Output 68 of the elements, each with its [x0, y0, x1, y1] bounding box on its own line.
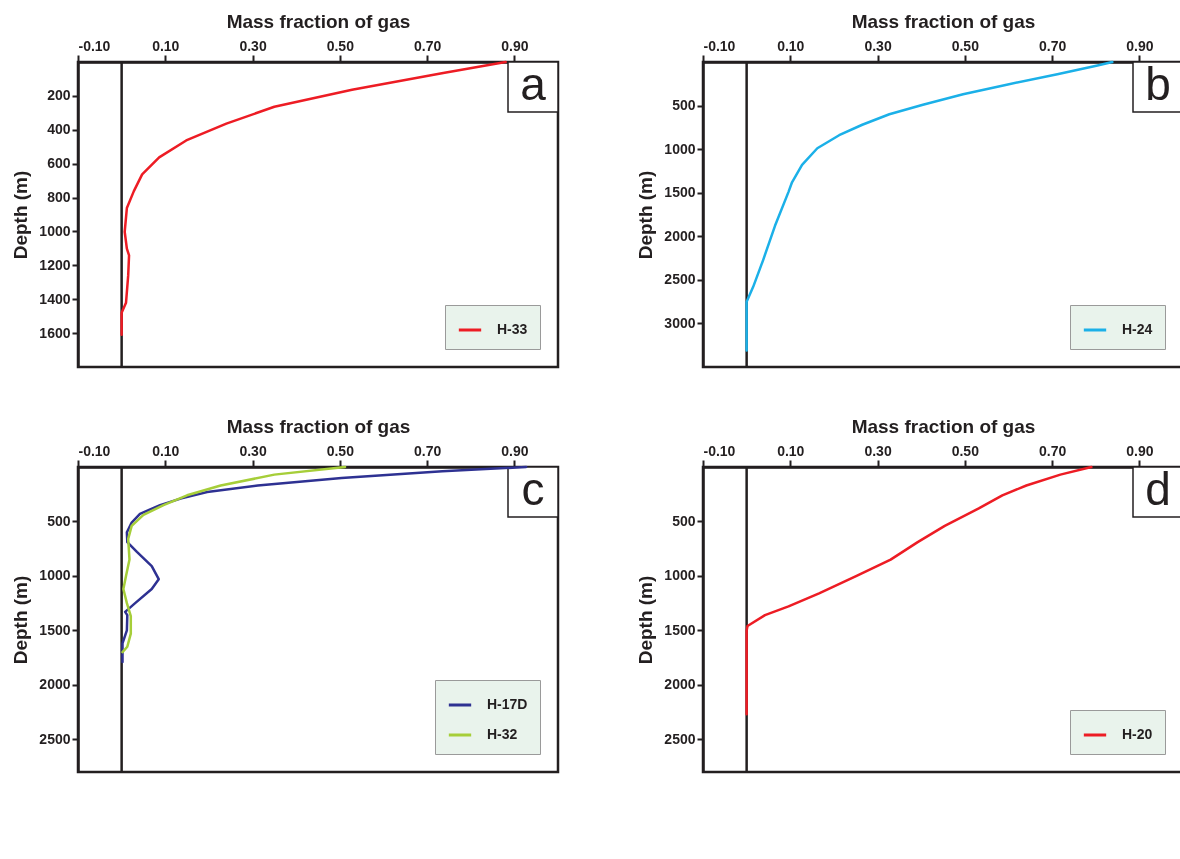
x-tick-label: -0.10 [703, 442, 736, 459]
y-axis-title: Depth (m) [635, 575, 657, 665]
x-tick-label: 0.30 [239, 442, 267, 459]
y-tick-label: 400 [47, 121, 71, 138]
y-tick-label: 2000 [39, 676, 71, 693]
y-tick-label: 1500 [664, 621, 696, 638]
x-axis-title: Mass fraction of gas [851, 10, 1036, 32]
annotation: c [521, 463, 545, 515]
x-tick-label: 0.90 [501, 37, 529, 54]
y-tick-label: 1000 [664, 140, 696, 157]
x-tick-label: 0.70 [413, 37, 442, 54]
y-tick-label: 2500 [664, 271, 696, 288]
x-tick-label: 0.50 [326, 37, 355, 54]
legend-label: H-24 [1122, 321, 1153, 337]
legend-label: H-33 [497, 321, 528, 337]
y-tick-label: 500 [47, 512, 71, 529]
y-axis-title: Depth (m) [10, 575, 32, 665]
x-tick-label: 0.10 [152, 442, 180, 459]
x-tick-label: 0.70 [413, 442, 442, 459]
y-tick-label: 200 [47, 87, 71, 104]
y-tick-label: 600 [47, 155, 71, 172]
y-tick-label: 2500 [664, 730, 696, 747]
x-tick-label: -0.10 [78, 37, 111, 54]
x-tick-label: -0.10 [78, 442, 111, 459]
y-tick-label: 500 [672, 97, 696, 114]
x-tick-label: 0.70 [1038, 442, 1067, 459]
legend-label: H-17D [487, 696, 528, 712]
x-axis-title: Mass fraction of gas [226, 10, 411, 32]
x-tick-label: 0.50 [951, 442, 980, 459]
x-tick-label: -0.10 [703, 37, 736, 54]
y-axis-title: Depth (m) [10, 170, 32, 260]
y-tick-label: 2000 [664, 227, 696, 244]
y-tick-label: 1500 [39, 621, 71, 638]
x-tick-label: 0.70 [1038, 37, 1067, 54]
legend-label: H-32 [487, 726, 518, 742]
y-tick-label: 3000 [664, 314, 696, 331]
x-axis-title: Mass fraction of gas [226, 415, 411, 437]
y-tick-label: 800 [47, 189, 71, 206]
y-axis-title: Depth (m) [635, 170, 657, 260]
line-series [121, 465, 347, 654]
line-series [745, 60, 1114, 352]
x-tick-label: 0.30 [864, 37, 892, 54]
y-tick-label: 2000 [664, 676, 696, 693]
annotation: a [520, 58, 547, 110]
y-tick-label: 1000 [664, 567, 696, 584]
y-tick-label: 2500 [39, 730, 71, 747]
y-tick-label: 1000 [39, 567, 71, 584]
y-tick-label: 1400 [39, 290, 71, 307]
y-tick-label: 500 [672, 512, 696, 529]
x-tick-label: 0.90 [1126, 37, 1154, 54]
x-tick-label: 0.10 [152, 37, 180, 54]
line-series [745, 465, 1093, 716]
x-tick-label: 0.50 [326, 442, 355, 459]
y-tick-label: 1600 [39, 324, 71, 341]
x-tick-label: 0.50 [951, 37, 980, 54]
y-tick-label: 1500 [664, 184, 696, 201]
x-axis-title: Mass fraction of gas [851, 415, 1036, 437]
x-tick-label: 0.10 [777, 37, 805, 54]
x-tick-label: 0.90 [501, 442, 529, 459]
annotation: b [1145, 58, 1171, 110]
x-tick-label: 0.30 [864, 442, 892, 459]
legend-label: H-20 [1122, 726, 1153, 742]
y-tick-label: 1200 [39, 256, 71, 273]
x-tick-label: 0.10 [777, 442, 805, 459]
x-tick-label: 0.90 [1126, 442, 1154, 459]
x-tick-label: 0.30 [239, 37, 267, 54]
y-tick-label: 1000 [39, 222, 71, 239]
annotation: d [1145, 463, 1171, 515]
